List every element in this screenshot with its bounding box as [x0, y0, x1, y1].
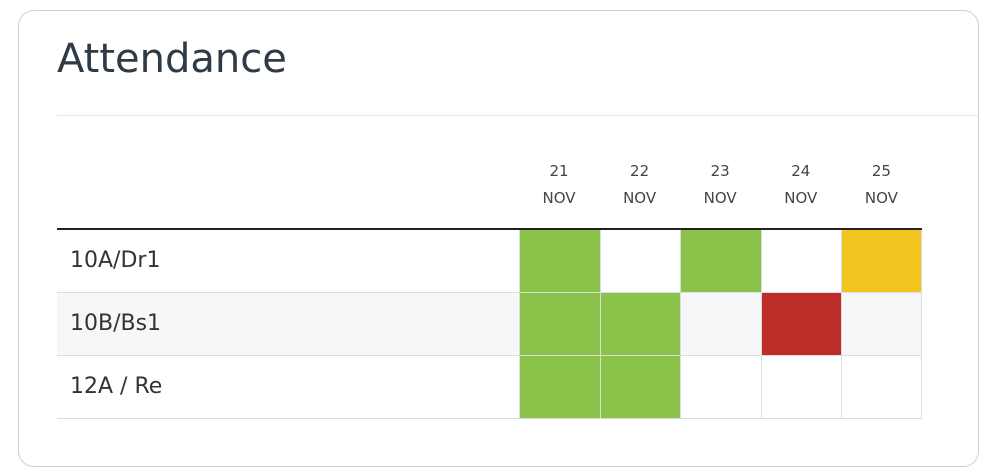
attendance-cell: [760, 230, 842, 292]
attendance-cell: [841, 230, 923, 292]
attendance-cell: [599, 356, 681, 418]
date-month: NOV: [864, 189, 898, 207]
date-header: 24 NOV: [761, 158, 841, 212]
date-header: 25 NOV: [841, 158, 921, 212]
date-header: 22 NOV: [600, 158, 680, 212]
date-month: NOV: [703, 189, 737, 207]
row-label: 10A/Dr1: [70, 248, 161, 273]
attendance-cell: [760, 356, 842, 418]
attendance-row: 10B/Bs1: [57, 293, 923, 356]
date-day: 25: [871, 162, 891, 180]
card-title: Attendance: [57, 36, 287, 82]
date-header: 21 NOV: [519, 158, 599, 212]
attendance-cell: [519, 356, 600, 418]
attendance-cell: [680, 356, 762, 418]
attendance-card: [18, 10, 979, 467]
attendance-cell: [841, 356, 923, 418]
divider: [57, 115, 979, 116]
attendance-row: 10A/Dr1: [57, 230, 923, 293]
attendance-cell: [599, 293, 681, 355]
attendance-cell: [519, 293, 600, 355]
attendance-row: 12A / Re: [57, 356, 923, 419]
date-day: 23: [710, 162, 730, 180]
date-month: NOV: [784, 189, 818, 207]
row-label: 12A / Re: [70, 374, 163, 399]
attendance-cell: [680, 293, 762, 355]
attendance-cell: [841, 293, 923, 355]
row-label: 10B/Bs1: [70, 311, 162, 336]
date-day: 22: [630, 162, 650, 180]
attendance-cell: [680, 230, 762, 292]
date-month: NOV: [542, 189, 576, 207]
attendance-cell: [519, 230, 600, 292]
attendance-cell: [599, 230, 681, 292]
date-day: 24: [791, 162, 811, 180]
date-month: NOV: [623, 189, 657, 207]
date-header: 23 NOV: [680, 158, 760, 212]
header-rule: [57, 228, 922, 230]
date-day: 21: [549, 162, 569, 180]
attendance-cell: [760, 293, 842, 355]
